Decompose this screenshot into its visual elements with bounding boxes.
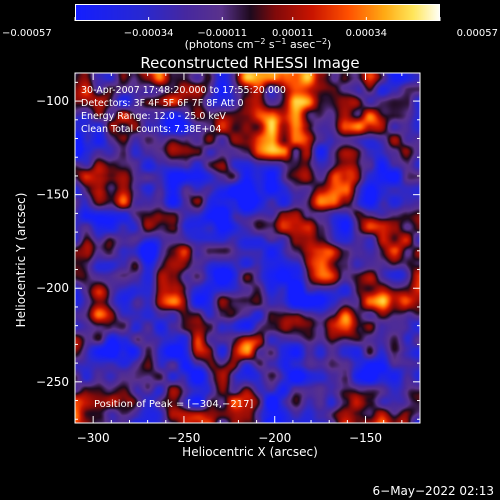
peak-position-label: Position of Peak = [−304,−217]: [94, 399, 253, 410]
header-line-3: Energy Range: 12.0 - 25.0 keV: [81, 111, 226, 122]
colorbar-tick-label: −0.00034: [124, 28, 174, 39]
y-axis-label: Heliocentric Y (arcsec): [14, 193, 28, 328]
colorbar-tick-label: −0.00057: [2, 28, 52, 39]
reconstructed-image-heatmap: [75, 73, 420, 423]
header-line-4: Clean Total counts: 7.38E+04: [81, 124, 221, 135]
y-tick-label: −100: [36, 94, 69, 108]
chart-title: Reconstructed RHESSI Image: [140, 54, 359, 72]
y-tick-label: −150: [36, 188, 69, 202]
header-line-1: 30-Apr-2007 17:48:20.000 to 17:55:20.000: [81, 85, 286, 96]
colorbar: [75, 4, 440, 21]
y-tick-label: −250: [36, 375, 69, 389]
colorbar-tick-label: 0.00011: [272, 28, 313, 39]
colorbar-tick-label: −0.00011: [197, 28, 247, 39]
colorbar-tick-label: 0.00057: [457, 28, 498, 39]
x-tick-label: −250: [167, 431, 200, 445]
plot-frame: [74, 72, 421, 424]
axis-ticks: −300 −250 −200 −150 −100 −150 −200 −250: [36, 73, 421, 445]
y-tick-label: −200: [36, 281, 69, 295]
x-tick-label: −200: [258, 431, 291, 445]
x-tick-label: −300: [77, 431, 110, 445]
colorbar-unit-label: (photons cm−2 s−1 asec−2): [185, 37, 332, 51]
x-axis-label: Heliocentric X (arcsec): [182, 445, 318, 459]
colorbar-ticks: −0.00057 −0.00034 −0.00011 0.00011 0.00034 0.…: [2, 17, 498, 39]
x-tick-label: −150: [349, 431, 382, 445]
colorbar-gradient: [76, 5, 439, 20]
header-line-2: Detectors: 3F 4F 5F 6F 7F 8F Att 0: [81, 98, 244, 109]
colorbar-tick-label: 0.00034: [346, 28, 387, 39]
plot-date-stamp: 6−May−2022 02:13: [372, 484, 495, 498]
